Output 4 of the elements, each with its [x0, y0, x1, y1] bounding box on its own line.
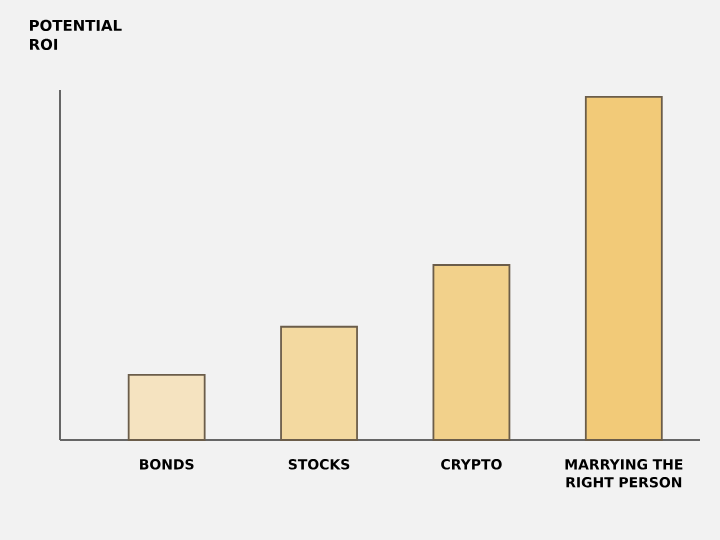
bar [432, 264, 511, 441]
bar [584, 95, 663, 441]
bar [127, 373, 206, 441]
bar [280, 325, 358, 441]
